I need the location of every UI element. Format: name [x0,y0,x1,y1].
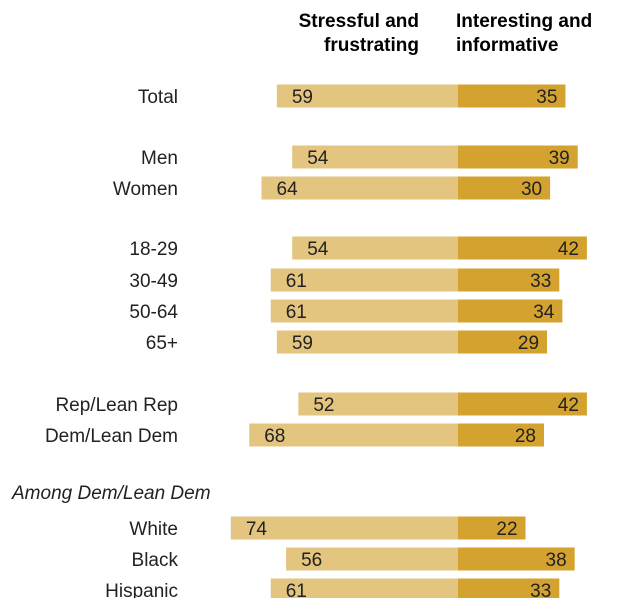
value-stressful-rep-lean-rep: 52 [313,395,334,416]
value-stressful-18-29: 54 [307,239,329,260]
value-interesting-white: 22 [496,519,517,540]
row-label-men: Men [141,148,178,169]
value-interesting-black: 38 [546,550,567,571]
bar-stressful-total [276,84,458,108]
value-interesting-65: 29 [518,333,539,354]
row-label-women: Women [113,179,178,200]
value-interesting-18-29: 42 [558,239,579,260]
bar-interesting-white [458,516,526,540]
bar-interesting-50-64 [458,299,563,323]
bar-stressful-50-64 [270,299,458,323]
row-label-black: Black [132,550,179,571]
bar-interesting-65 [458,330,548,354]
row-label-30-49: 30-49 [129,271,178,292]
value-stressful-black: 56 [301,550,322,571]
bar-stressful-men [292,145,458,169]
bar-stressful-30-49 [270,268,458,292]
bar-stressful-rep-lean-rep [298,392,458,416]
group-label-dem: Among Dem/Lean Dem [11,483,211,504]
header-left-line1: Stressful and [299,11,419,32]
bar-stressful-white [230,516,458,540]
bar-interesting-hispanic [458,578,560,598]
bar-interesting-men [458,145,578,169]
bar-interesting-total [458,84,566,108]
value-interesting-women: 30 [521,179,542,200]
bar-interesting-dem-lean-dem [458,423,544,447]
value-interesting-30-49: 33 [530,271,551,292]
value-stressful-women: 64 [277,179,299,200]
bar-stressful-18-29 [292,236,458,260]
value-stressful-30-49: 61 [286,271,307,292]
row-label-hispanic: Hispanic [105,581,178,598]
bar-interesting-black [458,547,575,571]
bar-stressful-black [286,547,458,571]
row-label-65: 65+ [146,333,178,354]
bar-stressful-women [261,176,458,200]
value-stressful-dem-lean-dem: 68 [264,426,285,447]
value-stressful-hispanic: 61 [286,581,307,598]
value-stressful-men: 54 [307,148,329,169]
value-interesting-rep-lean-rep: 42 [558,395,579,416]
row-label-rep-lean-rep: Rep/Lean Rep [55,395,178,416]
column-header-left: Stressful and frustrating [299,11,419,56]
bar-interesting-30-49 [458,268,560,292]
value-interesting-50-64: 34 [533,302,555,323]
bar-stressful-dem-lean-dem [249,423,458,447]
row-label-18-29: 18-29 [129,239,178,260]
bar-stressful-hispanic [270,578,458,598]
value-stressful-65: 59 [292,333,313,354]
column-header-right: Interesting and informative [456,11,592,56]
row-label-50-64: 50-64 [129,302,178,323]
value-stressful-50-64: 61 [286,302,307,323]
chart-rows: Total 59 35 Men 54 39 Women 64 30 18-29 54 42 30-49 6… [45,84,587,598]
value-interesting-men: 39 [549,148,570,169]
row-label-white: White [129,519,178,540]
value-interesting-hispanic: 33 [530,581,551,598]
header-right-line1: Interesting and [456,11,592,32]
value-interesting-total: 35 [536,87,557,108]
value-stressful-white: 74 [246,519,268,540]
row-label-dem-lean-dem: Dem/Lean Dem [45,426,178,447]
bar-interesting-18-29 [458,236,587,260]
bar-interesting-women [458,176,551,200]
header-right-line2: informative [456,35,558,56]
value-stressful-total: 59 [292,87,313,108]
row-label-total: Total [138,87,178,108]
bar-stressful-65 [276,330,458,354]
value-interesting-dem-lean-dem: 28 [515,426,536,447]
bar-interesting-rep-lean-rep [458,392,587,416]
header-left-line2: frustrating [324,35,419,56]
